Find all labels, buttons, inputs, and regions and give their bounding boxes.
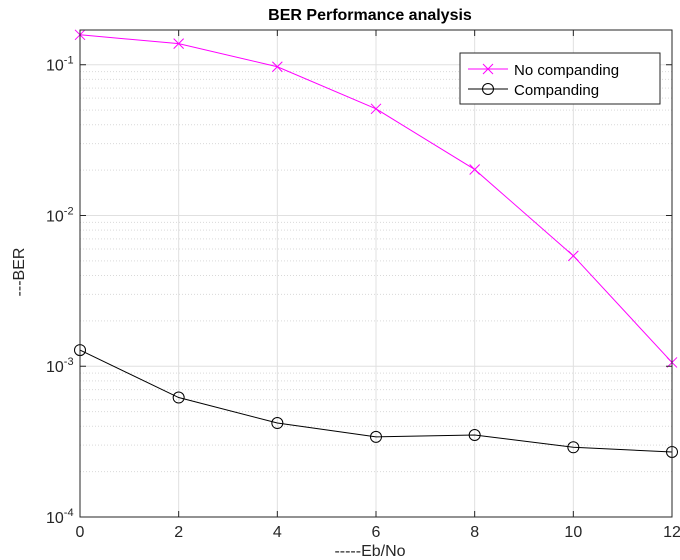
legend-label-companding: Companding [514, 82, 599, 99]
legend-marker-no-companding [482, 63, 494, 75]
x-axis-label: -----Eb/No [334, 543, 405, 560]
data-point-no-companding [469, 164, 481, 175]
marker-stroke [567, 250, 579, 262]
series-line-companding [79, 349, 673, 453]
marker-stroke [173, 38, 185, 50]
legend-label-no-companding: No companding [514, 62, 619, 79]
data-point-no-companding [370, 103, 382, 115]
x-tick-label: 2 [174, 524, 183, 541]
x-tick-labels: 0 2 4 6 8 10 12 [76, 524, 680, 541]
legend: No companding Companding [459, 52, 661, 105]
marker-stroke [469, 164, 481, 175]
tick-marks [79, 30, 673, 518]
data-point-companding [271, 417, 284, 430]
data-point-no-companding [567, 250, 579, 262]
legend-box [459, 52, 661, 105]
y-tick-label: 10-1 [46, 55, 74, 75]
data-point-companding [370, 430, 382, 443]
series-companding [74, 344, 678, 458]
x-tick-label: 4 [273, 524, 282, 541]
x-tick-label: 10 [564, 524, 582, 541]
x-tick-label: 8 [470, 524, 479, 541]
marker-stroke [271, 61, 283, 73]
data-point-companding [172, 391, 185, 404]
y-tick-label: 10-2 [46, 205, 74, 225]
marker-stroke [370, 103, 382, 115]
series-layer [74, 29, 678, 458]
data-point-companding [567, 441, 580, 454]
x-tick-label: 0 [76, 524, 85, 541]
y-tick-label: 10-4 [46, 507, 74, 527]
y-tick-labels: 10-4 10-3 10-2 10-1 [46, 55, 74, 527]
data-point-companding [468, 428, 481, 441]
data-point-no-companding [173, 38, 185, 50]
x-tick-label: 6 [372, 524, 381, 541]
legend-marker-companding [482, 83, 494, 95]
y-axis-label: ---BER [11, 248, 28, 297]
data-point-no-companding [271, 61, 283, 73]
y-tick-label: 10-3 [46, 356, 74, 376]
chart-title: BER Performance analysis [268, 7, 472, 24]
x-tick-label: 12 [663, 524, 680, 541]
